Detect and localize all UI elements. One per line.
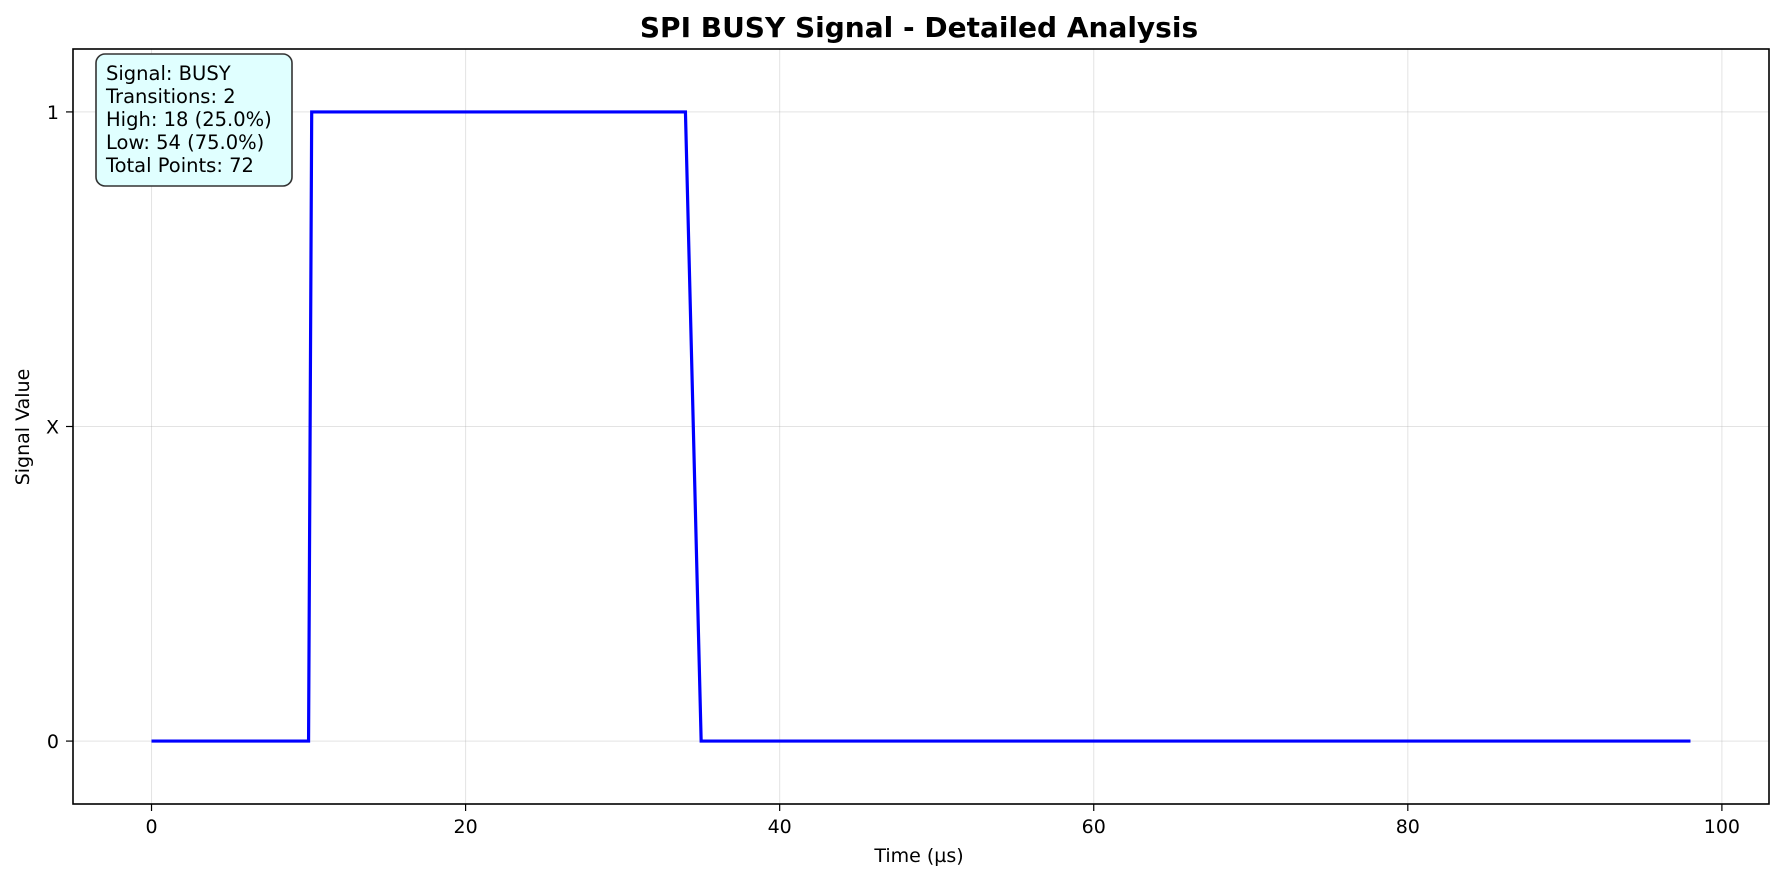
info-line-total: Total Points: 72 [105, 154, 254, 177]
y-axis-label: Signal Value [12, 369, 34, 486]
x-tick-label: 20 [453, 816, 477, 838]
y-tick-label: 1 [47, 102, 59, 124]
x-tick-label: 40 [768, 816, 792, 838]
x-tick-label: 100 [1704, 816, 1740, 838]
info-box: Signal: BUSY Transitions: 2 High: 18 (25… [95, 53, 293, 187]
info-line-low: Low: 54 (75.0%) [106, 131, 264, 154]
info-line-signal: Signal: BUSY [106, 62, 231, 85]
x-axis-label: Time (µs) [873, 845, 963, 867]
x-tick-label: 0 [145, 816, 157, 838]
ticks: 0 20 40 60 80 100 0 X 1 [46, 102, 1740, 838]
x-tick-label: 60 [1082, 816, 1106, 838]
x-tick-label: 80 [1396, 816, 1420, 838]
y-tick-label: 0 [47, 731, 59, 753]
grid [73, 49, 1769, 804]
info-box-background [95, 53, 293, 187]
y-tick-label: X [46, 417, 59, 439]
series-layer [151, 110, 1691, 743]
chart-title: SPI BUSY Signal - Detailed Analysis [640, 11, 1198, 44]
info-line-transitions: Transitions: 2 [105, 85, 236, 108]
info-line-high: High: 18 (25.0%) [106, 108, 272, 131]
signal-line [151, 110, 1691, 743]
